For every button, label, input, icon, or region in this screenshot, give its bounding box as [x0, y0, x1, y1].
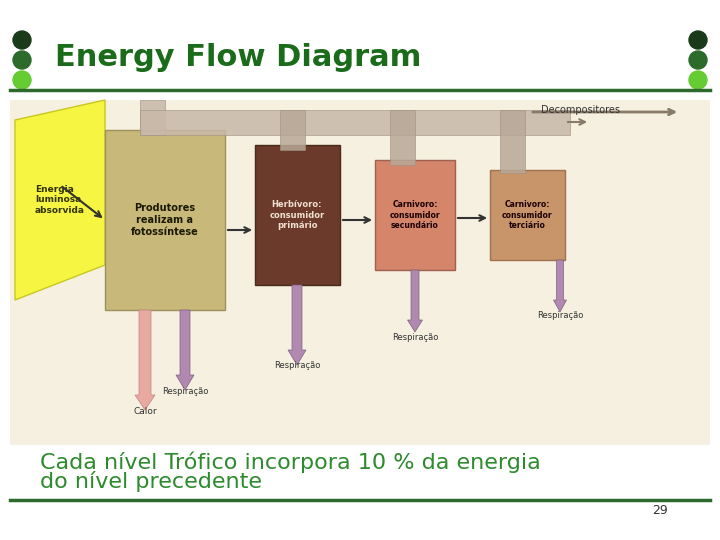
- Text: Respiração: Respiração: [392, 333, 438, 341]
- FancyBboxPatch shape: [375, 160, 455, 270]
- FancyBboxPatch shape: [140, 100, 165, 135]
- FancyBboxPatch shape: [105, 130, 225, 310]
- Text: Energy Flow Diagram: Energy Flow Diagram: [55, 44, 421, 72]
- FancyArrow shape: [135, 310, 155, 410]
- Circle shape: [689, 71, 707, 89]
- Circle shape: [689, 51, 707, 69]
- Text: Produtores
realizam a
fotossíntese: Produtores realizam a fotossíntese: [131, 204, 199, 237]
- Text: Cada nível Trófico incorpora 10 % da energia: Cada nível Trófico incorpora 10 % da ene…: [40, 451, 541, 472]
- Text: Energia
luminosa
absorvida: Energia luminosa absorvida: [35, 185, 85, 215]
- Circle shape: [13, 31, 31, 49]
- FancyBboxPatch shape: [255, 145, 340, 285]
- FancyBboxPatch shape: [10, 100, 710, 445]
- FancyArrow shape: [408, 270, 423, 332]
- Text: Respiração: Respiração: [162, 388, 208, 396]
- Text: Respiração: Respiração: [274, 361, 320, 369]
- Text: do nível precedente: do nível precedente: [40, 471, 262, 492]
- Polygon shape: [15, 100, 105, 300]
- Text: Respiração: Respiração: [537, 310, 583, 320]
- Text: Herbívoro:
consumidor
primário: Herbívoro: consumidor primário: [269, 200, 325, 230]
- Circle shape: [13, 71, 31, 89]
- FancyBboxPatch shape: [280, 110, 305, 150]
- Circle shape: [689, 31, 707, 49]
- Text: Calor: Calor: [133, 408, 157, 416]
- FancyArrow shape: [288, 285, 306, 365]
- FancyBboxPatch shape: [490, 170, 565, 260]
- FancyBboxPatch shape: [500, 110, 525, 173]
- FancyBboxPatch shape: [140, 110, 570, 135]
- FancyArrow shape: [176, 310, 194, 390]
- FancyBboxPatch shape: [390, 110, 415, 165]
- FancyArrow shape: [554, 260, 567, 312]
- Text: 29: 29: [652, 503, 668, 516]
- Text: Carnivoro:
consumidor
secundário: Carnivoro: consumidor secundário: [390, 200, 441, 230]
- Circle shape: [13, 51, 31, 69]
- Text: Carnivoro:
consumidor
terciário: Carnivoro: consumidor terciário: [502, 200, 552, 230]
- Text: Decompositores: Decompositores: [541, 105, 619, 115]
